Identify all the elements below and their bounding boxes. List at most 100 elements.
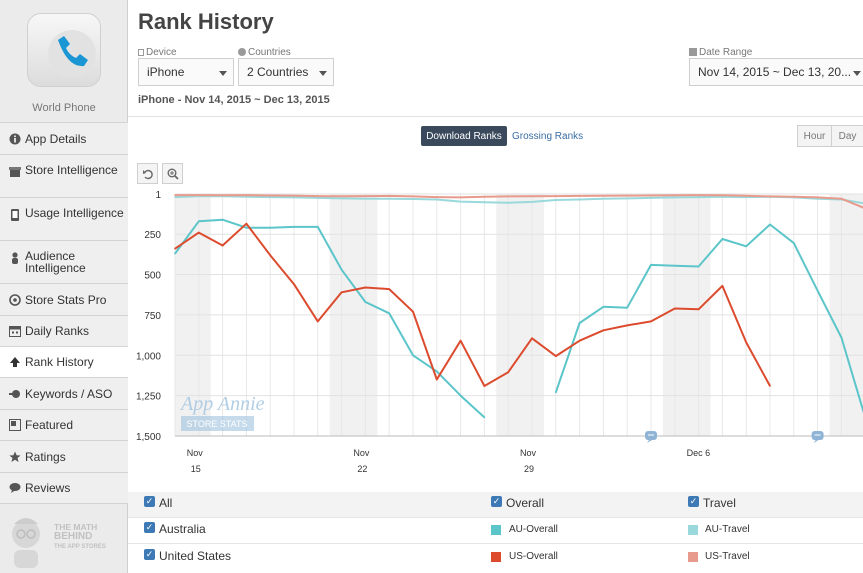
watermark-title: App Annie <box>179 393 265 415</box>
us-overall-swatch[interactable] <box>491 552 501 562</box>
device-icon <box>138 49 144 56</box>
data-point <box>436 196 438 198</box>
store-icon <box>8 165 22 179</box>
reset-zoom-button[interactable] <box>137 163 158 184</box>
legend-row-australia: ✓ Australia AU-Overall AU-Travel <box>128 518 863 544</box>
app-name: World Phone <box>32 102 96 114</box>
au-travel-label[interactable]: AU-Travel <box>705 524 750 535</box>
device-value: iPhone <box>147 65 185 79</box>
data-point <box>174 252 176 255</box>
data-point <box>745 341 747 344</box>
data-point <box>578 195 581 197</box>
australia-checkbox[interactable]: ✓ <box>144 522 155 533</box>
sidebar-item-label: Usage Intelligence <box>25 206 124 220</box>
data-point <box>412 198 414 200</box>
au-overall-label[interactable]: AU-Overall <box>509 524 558 535</box>
data-point <box>483 201 486 204</box>
data-point <box>269 194 271 197</box>
y-tick-label: 1 <box>155 190 161 201</box>
date-range-select[interactable]: Nov 14, 2015 ~ Dec 13, 20... <box>689 58 863 86</box>
download-ranks-button[interactable]: Download Ranks <box>421 126 507 146</box>
overall-checkbox[interactable]: ✓ <box>491 496 502 507</box>
data-point <box>245 194 248 196</box>
data-point <box>245 222 248 225</box>
sidebar-item-label: Ratings <box>25 449 66 464</box>
zoom-button[interactable] <box>162 163 183 184</box>
series-line-au-travel <box>174 195 863 205</box>
hour-button[interactable]: Hour <box>797 125 832 147</box>
data-point <box>578 339 581 342</box>
person-icon <box>8 251 22 265</box>
us-travel-swatch[interactable] <box>688 552 698 562</box>
data-point <box>317 197 319 199</box>
page-title: Rank History <box>138 9 274 34</box>
y-tick-label: 500 <box>144 271 161 282</box>
legend-row-united-states: ✓ United States US-Overall US-Travel <box>128 545 863 571</box>
data-point <box>674 194 676 197</box>
data-point <box>388 195 391 197</box>
sidebar-item-store-stats-pro[interactable]: Store Stats Pro <box>0 283 128 315</box>
zoom-in-icon <box>167 168 179 180</box>
sidebar-item-label: Store Stats Pro <box>25 292 107 307</box>
us-overall-label[interactable]: US-Overall <box>509 551 558 562</box>
math-behind-promo[interactable]: THE MATH BEHIND THE APP STORES <box>6 512 124 573</box>
sidebar-item-rank-history[interactable]: Rank History <box>0 346 128 377</box>
sidebar-item-label: App Details <box>25 131 87 146</box>
sidebar-item-audience-intelligence[interactable]: Audience Intelligence <box>0 240 128 283</box>
data-point <box>531 195 533 198</box>
x-tick-label: 29 <box>524 464 534 474</box>
data-point <box>174 247 176 250</box>
x-tick-label: Dec 6 <box>687 448 711 458</box>
y-tick-label: 1,250 <box>136 392 161 403</box>
sidebar-item-daily-ranks[interactable]: Daily Ranks <box>0 315 128 346</box>
data-point <box>745 245 747 248</box>
calendar-icon <box>8 324 22 338</box>
rank-chart[interactable]: 1 250 500 750 1,000 1,250 1,500 Nov 15 Nov 22 Nov 2… <box>128 188 863 490</box>
travel-label: Travel <box>703 496 736 510</box>
au-overall-swatch[interactable] <box>491 525 501 535</box>
data-point <box>221 244 224 247</box>
app-icon[interactable] <box>27 13 101 87</box>
all-checkbox[interactable]: ✓ <box>144 496 155 507</box>
grossing-ranks-link[interactable]: Grossing Ranks <box>512 130 584 142</box>
data-point <box>626 324 628 327</box>
united-states-checkbox[interactable]: ✓ <box>144 549 155 560</box>
countries-select[interactable]: 2 Countries <box>238 58 334 86</box>
data-point <box>483 416 486 419</box>
data-point <box>578 322 581 324</box>
data-point <box>721 195 724 198</box>
y-tick-label: 750 <box>144 311 161 322</box>
day-button[interactable]: Day <box>831 125 863 147</box>
sidebar-item-label: Audience Intelligence <box>25 249 86 275</box>
y-tick-label: 1,500 <box>136 432 161 443</box>
data-point <box>650 264 652 266</box>
data-point <box>340 197 343 200</box>
sidebar-item-label: Keywords / ASO <box>25 386 113 401</box>
data-point <box>340 195 343 198</box>
data-point <box>364 195 367 197</box>
device-select[interactable]: iPhone <box>138 58 234 86</box>
data-point <box>198 231 200 234</box>
data-point <box>340 268 343 271</box>
data-point <box>626 197 628 200</box>
data-point <box>602 197 605 200</box>
data-point <box>269 254 271 256</box>
data-point <box>436 370 438 373</box>
data-point <box>721 194 724 197</box>
sidebar-item-store-intelligence[interactable]: Store Intelligence <box>0 154 128 197</box>
data-point <box>459 394 462 397</box>
annotation-tail <box>647 440 652 443</box>
travel-checkbox[interactable]: ✓ <box>688 496 699 507</box>
us-travel-label[interactable]: US-Travel <box>705 551 750 562</box>
au-travel-swatch[interactable] <box>688 525 698 535</box>
sidebar-item-ratings[interactable]: Ratings <box>0 440 128 472</box>
sidebar-item-usage-intelligence[interactable]: Usage Intelligence <box>0 197 128 240</box>
sidebar-item-featured[interactable]: Featured <box>0 409 128 440</box>
promo-line3: THE APP STORES <box>54 544 106 550</box>
sidebar-item-reviews[interactable]: Reviews <box>0 472 128 504</box>
sidebar-item-keywords-aso[interactable]: Keywords / ASO <box>0 377 128 409</box>
sidebar-item-app-details[interactable]: App Details <box>0 122 128 154</box>
data-point <box>626 306 628 309</box>
data-point <box>555 199 557 201</box>
chart-grid <box>174 193 863 437</box>
